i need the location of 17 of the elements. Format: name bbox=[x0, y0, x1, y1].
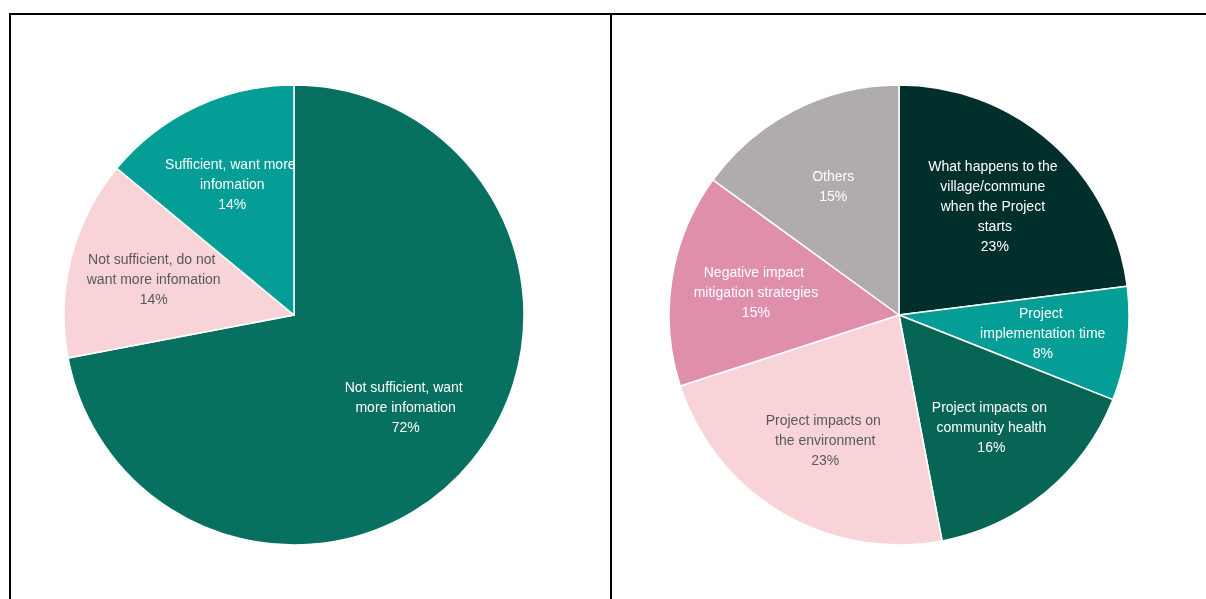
slice-label: What happens to the village/commune when the Project starts bbox=[928, 158, 1062, 235]
data-label: 14% bbox=[218, 195, 247, 212]
slice-label: Project impacts on community health bbox=[931, 398, 1051, 435]
data-label: 14% bbox=[139, 290, 168, 307]
data-label: 15% bbox=[741, 304, 770, 321]
slice-label: Not sufficient, want more infomation bbox=[344, 379, 467, 416]
data-label: 8% bbox=[1032, 345, 1053, 362]
slice-label: Not sufficient, do not want more infomation bbox=[85, 250, 221, 287]
slice-label: Others bbox=[812, 167, 855, 184]
data-label: 72% bbox=[391, 419, 420, 436]
slice-label: Negative impact mitigation strategies bbox=[693, 264, 819, 301]
data-label: 15% bbox=[819, 187, 848, 204]
slice-label: Project implementation time bbox=[980, 305, 1106, 342]
data-label: 23% bbox=[811, 451, 840, 468]
slice-label: Project impacts on the environment bbox=[765, 411, 885, 448]
data-label: 23% bbox=[980, 238, 1009, 255]
data-label: 16% bbox=[977, 438, 1006, 455]
